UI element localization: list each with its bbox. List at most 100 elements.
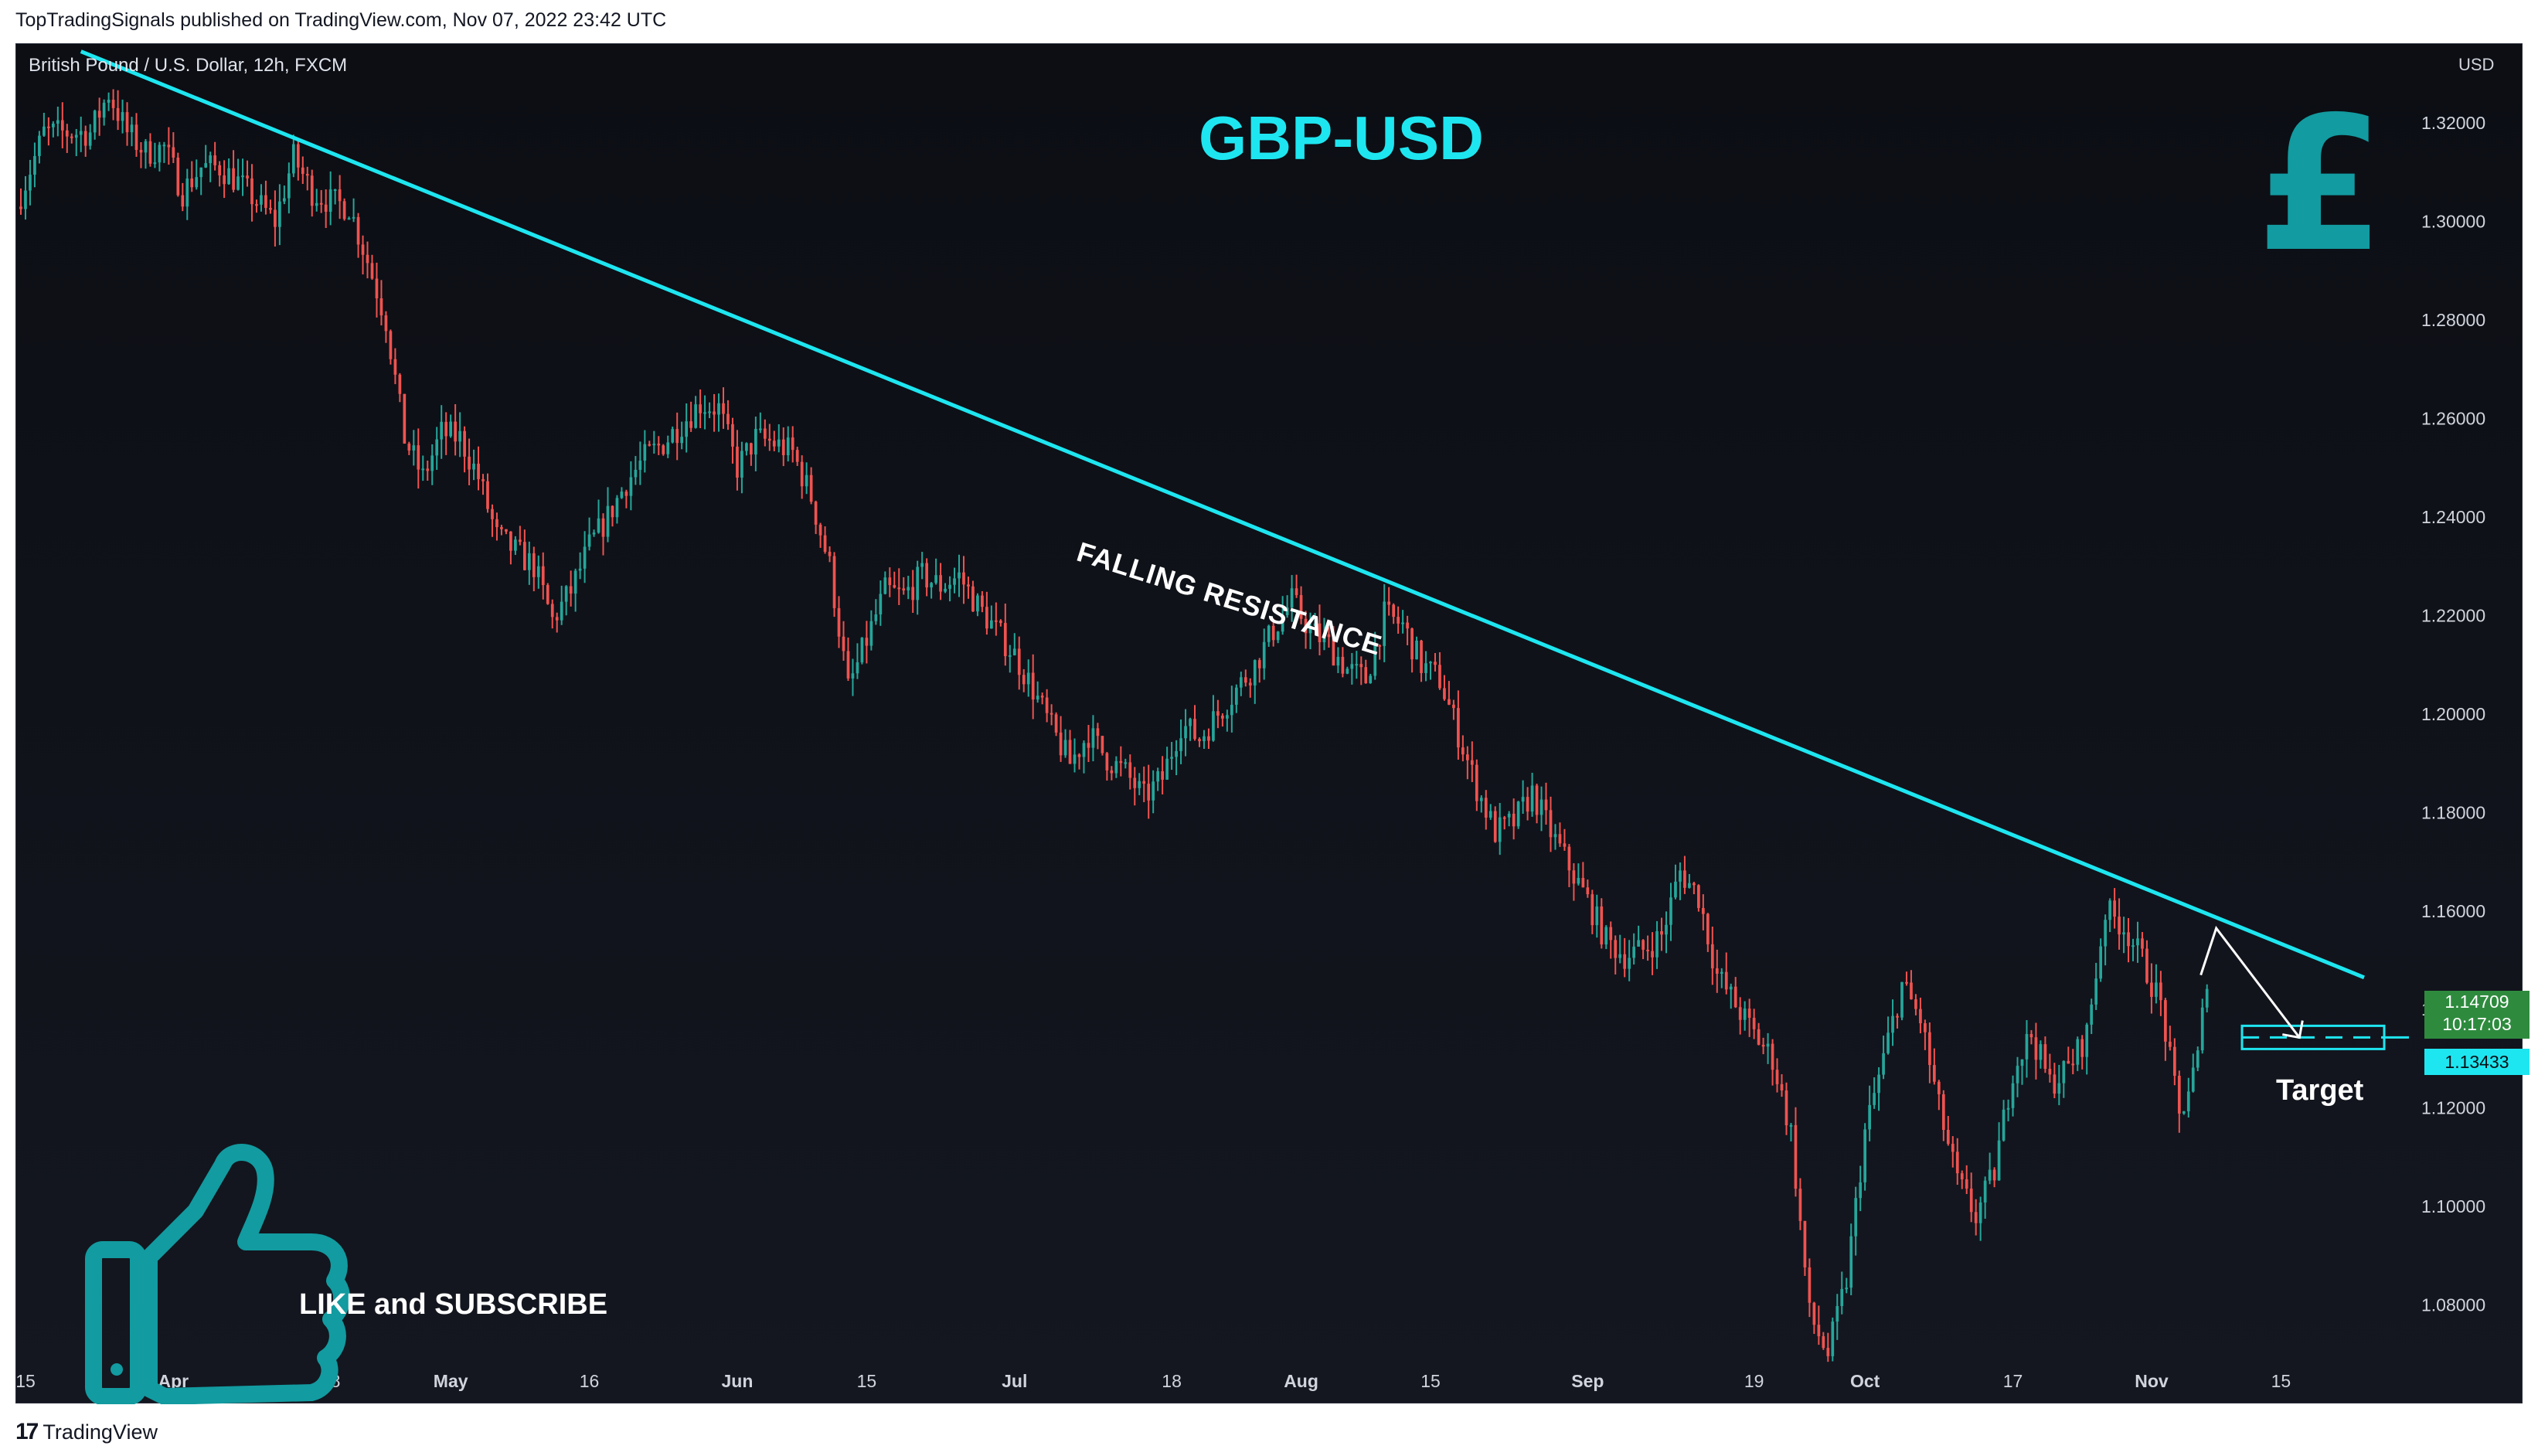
candle-body (283, 198, 286, 202)
candle-body (1928, 1032, 1931, 1066)
candle-body (985, 607, 988, 629)
candle-body (1045, 697, 1049, 713)
candle-body (1096, 728, 1100, 737)
candle-body (1600, 906, 1604, 945)
candle-body (1012, 648, 1016, 655)
candle-body (24, 190, 27, 209)
candle-body (246, 175, 249, 179)
candle-body (1771, 1043, 1774, 1070)
candle-body (1170, 757, 1173, 759)
candle-body (638, 461, 642, 470)
candle-body (1761, 1044, 1765, 1047)
candle-body (652, 444, 656, 446)
candle-body (218, 165, 221, 175)
candle-body (2076, 1039, 2080, 1065)
candle-body (1530, 785, 1534, 812)
candle-body (1623, 954, 1627, 969)
candle-body (1946, 1129, 1950, 1145)
candle-body (2011, 1083, 2015, 1108)
candle-body (874, 614, 878, 621)
candle-body (463, 430, 466, 457)
candle-body (1577, 877, 1580, 884)
candle-body (2145, 948, 2148, 983)
candle-body (56, 120, 60, 124)
candle-body (213, 155, 217, 165)
candle-body (856, 662, 859, 674)
candle-body (1488, 811, 1492, 818)
candle-body (2155, 982, 2158, 997)
candle-body (102, 102, 106, 118)
candle-body (162, 145, 166, 147)
candle-body (1747, 1009, 1751, 1018)
price-chart[interactable]: USD 1.32000 1.30000 1.28000 1.26000 1.24000 1.… (16, 44, 2523, 1404)
candle-body (767, 438, 771, 441)
candle-body (1308, 626, 1312, 634)
candle-body (578, 568, 582, 571)
candle-body (1475, 764, 1478, 801)
candle-body (1114, 760, 1118, 774)
x-tick-label: 19 (1744, 1371, 1764, 1391)
candle-body (2025, 1034, 2029, 1060)
candle-body (865, 638, 869, 646)
candle-body (274, 209, 277, 227)
y-tick-label: 1.28000 (2421, 310, 2485, 330)
candle-body (1766, 1043, 1770, 1047)
x-tick-label: Sep (1571, 1371, 1604, 1391)
candle-body (264, 195, 267, 209)
candle-body (74, 134, 78, 138)
candle-body (1082, 743, 1086, 757)
candle-body (449, 421, 453, 437)
candle-body (1355, 664, 1359, 666)
chart-panel[interactable]: USD 1.32000 1.30000 1.28000 1.26000 1.24000 1.… (15, 43, 2529, 1404)
candle-body (1965, 1179, 1968, 1189)
candle-body (532, 553, 536, 577)
candle-body (1886, 1032, 1890, 1053)
candle-body (204, 163, 208, 168)
candle-body (1397, 617, 1400, 624)
candle-body (1849, 1236, 1853, 1288)
candle-body (680, 437, 684, 444)
candle-body (1729, 986, 1733, 990)
candle-body (1817, 1325, 1821, 1337)
target-price-tag: 1.13433 (2424, 1049, 2529, 1075)
candle-body (1969, 1188, 1973, 1213)
tradingview-logo[interactable]: 17 TradingView (15, 1419, 158, 1445)
candle-body (421, 468, 425, 471)
candle-body (1539, 799, 1543, 815)
candle-body (555, 617, 559, 621)
candle-body (1387, 601, 1391, 605)
candle-body (1346, 668, 1349, 674)
candle-body (1822, 1336, 1825, 1349)
y-tick-label: 1.16000 (2421, 901, 2485, 921)
candle-body (1091, 728, 1095, 748)
candle-body (967, 584, 970, 587)
currency-label: USD (2458, 55, 2494, 74)
y-tick-label: 1.20000 (2421, 704, 2485, 724)
candle-body (1646, 949, 1649, 951)
candle-body (1457, 708, 1460, 748)
candle-body (1050, 713, 1053, 715)
y-tick-label: 1.08000 (2421, 1295, 2485, 1315)
target-box (2240, 1024, 2386, 1050)
candle-body (1332, 637, 1335, 666)
candle-body (2062, 1060, 2066, 1083)
candle-body (814, 502, 818, 525)
candle-body (1410, 628, 1414, 660)
candle-body (1992, 1169, 1996, 1181)
candle-body (2067, 1060, 2070, 1064)
candle-body (897, 587, 901, 590)
candle-body (1933, 1065, 1936, 1082)
candle-body (232, 168, 235, 190)
candle-body (758, 428, 762, 430)
candle-body (717, 403, 720, 415)
candle-body (2141, 938, 2144, 949)
candle-body (583, 546, 587, 569)
candle-body (319, 202, 323, 205)
candle-body (1669, 897, 1672, 925)
candle-body (315, 202, 318, 206)
candle-body (209, 155, 213, 164)
candle-body (1257, 660, 1261, 668)
candle-body (713, 411, 716, 415)
candle-body (703, 412, 706, 414)
candle-body (1900, 981, 1904, 1018)
